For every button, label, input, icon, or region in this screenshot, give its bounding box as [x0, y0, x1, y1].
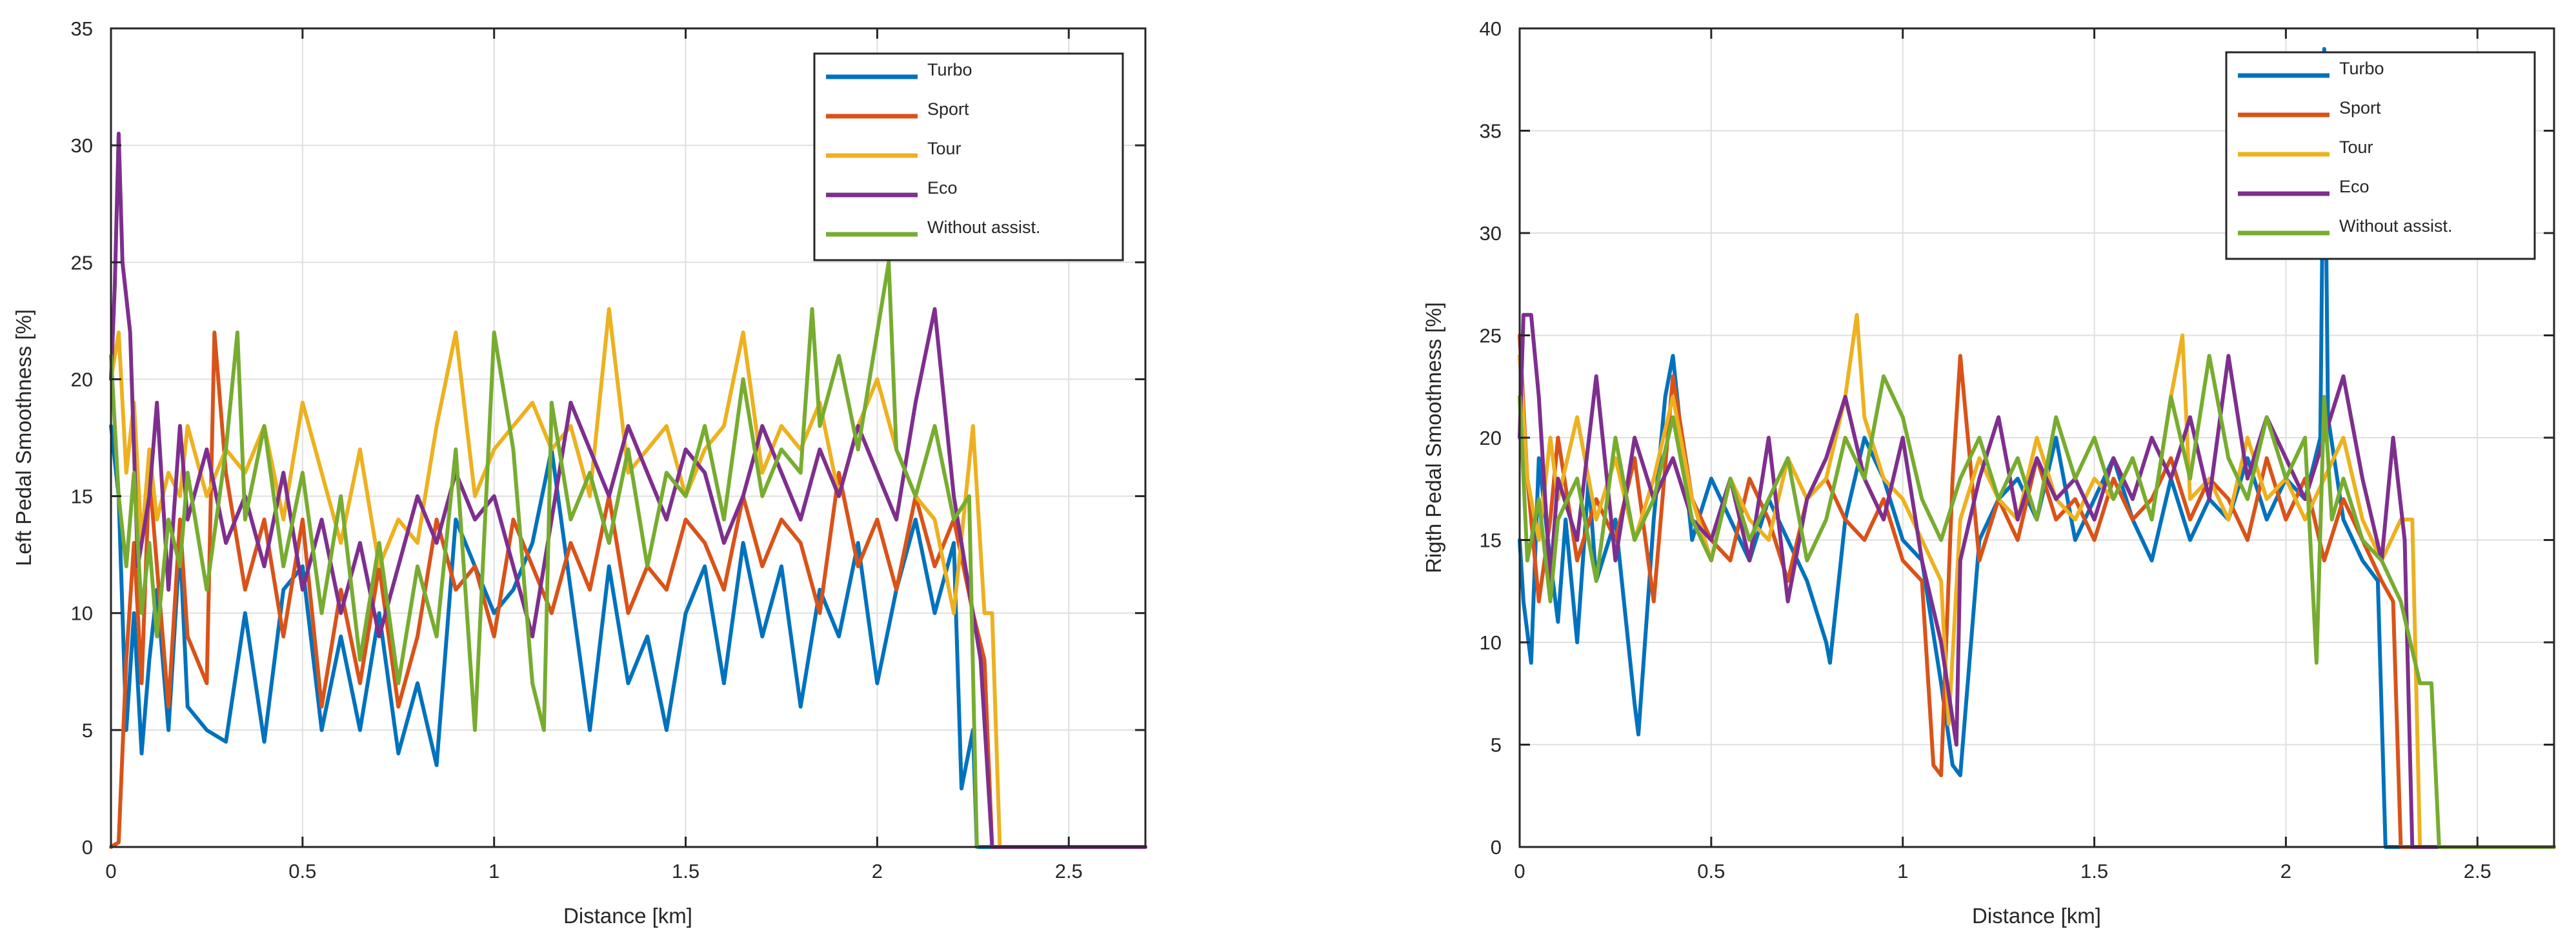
left-x-tick-label: 2.5 — [1055, 860, 1083, 882]
right-series-line-eco — [1518, 312, 2556, 849]
right-y-tick-label: 0 — [1491, 836, 1502, 859]
left-x-tick-label: 2 — [872, 860, 883, 882]
right-x-axis-label: Distance [km] — [1972, 904, 2101, 928]
left-y-tick-label: 20 — [71, 368, 93, 391]
left-x-tick-label: 1 — [488, 860, 499, 882]
left-y-tick-labels: 0 5 10 15 20 25 30 35 — [71, 17, 93, 859]
right-y-tick-label: 5 — [1491, 734, 1502, 757]
right-legend-label-turbo: Turbo — [2339, 59, 2384, 78]
left-y-tick-label: 35 — [71, 17, 93, 40]
right-legend-label-eco: Eco — [2339, 177, 2370, 196]
right-series-line-sport — [1518, 333, 2556, 849]
left-y-tick-label: 0 — [82, 836, 93, 859]
left-x-tick-labels: 0 0.5 1 1.5 2 2.5 — [105, 860, 1082, 882]
left-x-tick-label: 1.5 — [672, 860, 699, 882]
left-legend-label-tour: Tour — [927, 139, 961, 158]
right-x-tick-label: 2.5 — [2464, 860, 2491, 882]
right-y-tick-label: 25 — [1480, 325, 1502, 347]
left-series-line-eco — [109, 132, 1147, 849]
left-axes-frame — [110, 27, 1147, 848]
right-legend-items: Turbo Sport Tour Eco Without assist. — [2238, 59, 2453, 236]
right-y-tick-label: 30 — [1480, 222, 1502, 245]
left-y-tick-label: 25 — [71, 251, 93, 274]
right-legend-label-sport: Sport — [2339, 98, 2381, 117]
right-x-tick-label: 1.5 — [2080, 860, 2108, 882]
left-legend-label-without-assist: Without assist. — [927, 218, 1041, 237]
right-y-tick-label: 35 — [1480, 120, 1502, 143]
left-series-line-turbo — [109, 423, 1147, 849]
left-series-line-tour — [109, 307, 1147, 849]
right-y-tick-label: 20 — [1480, 427, 1502, 449]
right-x-tick-label: 2 — [2280, 860, 2291, 882]
left-y-axis-label: Left Pedal Smoothness [%] — [12, 309, 35, 566]
right-series-line-without-assist — [1518, 354, 2556, 849]
left-x-tick-label: 0.5 — [288, 860, 316, 882]
right-y-tick-label: 10 — [1480, 631, 1502, 654]
left-y-tick-label: 30 — [71, 134, 93, 157]
left-legend-items: Turbo Sport Tour Eco Without assist. — [826, 60, 1041, 237]
right-series-line-tour — [1518, 312, 2556, 849]
left-tick-marks — [110, 27, 1145, 848]
left-y-tick-label: 10 — [71, 602, 93, 625]
right-legend-label-without-assist: Without assist. — [2339, 216, 2453, 236]
right-x-tick-label: 0 — [1514, 860, 1525, 882]
right-series-lines — [1518, 46, 2556, 849]
left-chart: 0 0.5 1 1.5 2 2.5 0 5 10 15 20 25 30 35 Distance [km… — [12, 17, 1147, 928]
right-chart: 0 0.5 1 1.5 2 2.5 0 5 10 15 20 25 30 35 40 Distance [… — [1422, 17, 2556, 928]
left-legend-label-eco: Eco — [927, 178, 958, 198]
right-x-tick-labels: 0 0.5 1 1.5 2 2.5 — [1514, 860, 2491, 882]
left-series-line-without-assist — [109, 260, 979, 849]
right-legend-label-tour: Tour — [2339, 138, 2373, 157]
right-y-tick-labels: 0 5 10 15 20 25 30 35 40 — [1480, 17, 1502, 859]
left-legend-label-turbo: Turbo — [927, 60, 972, 79]
right-y-axis-label: Rigth Pedal Smoothness [%] — [1422, 302, 1445, 573]
right-legend: Turbo Sport Tour Eco Without assist. — [2225, 51, 2536, 260]
left-legend: Turbo Sport Tour Eco Without assist. — [813, 52, 1124, 261]
left-y-tick-label: 5 — [82, 719, 93, 742]
right-y-tick-label: 15 — [1480, 529, 1502, 552]
right-y-tick-label: 40 — [1480, 17, 1502, 40]
left-legend-label-sport: Sport — [927, 99, 969, 119]
left-x-axis-label: Distance [km] — [563, 904, 692, 928]
right-tick-marks — [1518, 27, 2554, 848]
left-y-tick-label: 15 — [71, 485, 93, 508]
left-series-lines — [109, 132, 1147, 849]
left-x-tick-label: 0 — [105, 860, 116, 882]
right-x-tick-label: 0.5 — [1697, 860, 1725, 882]
right-x-tick-label: 1 — [1897, 860, 1908, 882]
